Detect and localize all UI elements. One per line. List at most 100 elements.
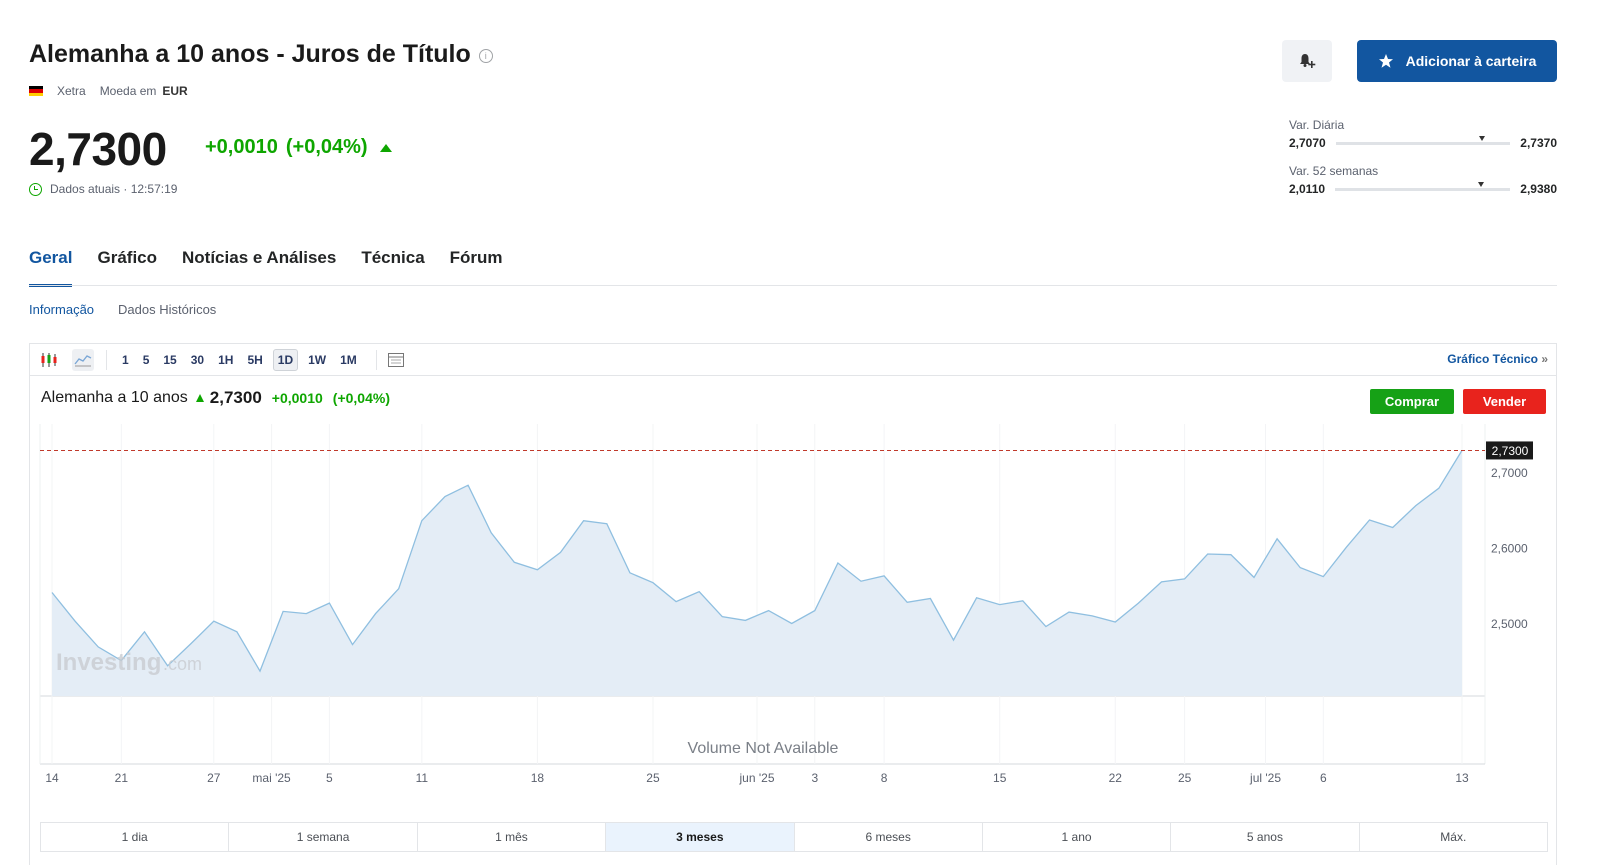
table-view-icon[interactable] — [385, 349, 407, 371]
up-arrow-icon — [379, 143, 392, 152]
interval-1h[interactable]: 1H — [218, 352, 234, 367]
technical-chart-link[interactable]: Gráfico Técnico » — [1447, 352, 1548, 366]
add-to-portfolio-label: Adicionar à carteira — [1405, 53, 1537, 69]
y-tick-label: 2,7000 — [1491, 466, 1528, 480]
interval-15[interactable]: 15 — [163, 352, 177, 367]
daily-range-track — [1335, 135, 1511, 145]
candlestick-icon[interactable] — [38, 349, 60, 371]
currency-prefix: Moeda em — [99, 84, 157, 98]
week52-range-marker — [1477, 181, 1484, 187]
clock-icon — [29, 182, 42, 196]
price-line — [51, 450, 1463, 673]
x-tick-label: 27 — [207, 771, 221, 785]
tab-forum[interactable]: Fórum — [449, 248, 503, 267]
x-tick-label: jul '25 — [1249, 771, 1281, 785]
interval-1[interactable]: 1 — [122, 352, 129, 367]
x-tick-label: 14 — [45, 771, 59, 785]
tab-grafico[interactable]: Gráfico — [97, 248, 158, 267]
interval-1w[interactable]: 1W — [308, 352, 327, 367]
add-to-portfolio-button[interactable]: Adicionar à carteira — [1357, 40, 1557, 82]
double-chevron-right-icon: » — [1541, 352, 1548, 366]
period-5-anos[interactable]: 5 anos — [1171, 823, 1360, 851]
x-tick-label: jun '25 — [739, 771, 775, 785]
x-tick-label: 8 — [881, 771, 888, 785]
week52-range: Var. 52 semanas 2,0110 2,9380 — [1289, 164, 1557, 196]
tab-tecnica[interactable]: Técnica — [361, 248, 425, 267]
week52-range-low: 2,0110 — [1289, 182, 1326, 196]
sell-button[interactable]: Vender — [1463, 389, 1546, 414]
daily-range: Var. Diária 2,7070 2,7370 — [1289, 118, 1557, 150]
subtab-dados-historicos[interactable]: Dados Históricos — [118, 302, 217, 317]
period-1-ano[interactable]: 1 ano — [983, 823, 1172, 851]
technical-chart-label: Gráfico Técnico — [1447, 352, 1538, 366]
x-tick-label: 13 — [1455, 771, 1469, 785]
y-tick-label: 2,5000 — [1491, 617, 1528, 631]
bell-plus-icon — [1300, 54, 1316, 68]
period-1-mes[interactable]: 1 mês — [418, 823, 607, 851]
exchange-name: Xetra — [57, 84, 86, 98]
investing-watermark: Investing — [56, 649, 161, 676]
chart-change-percent: (+0,04%) — [332, 390, 390, 406]
x-tick-label: 15 — [993, 771, 1007, 785]
investing-watermark-suffix: .com — [163, 654, 202, 674]
interval-5[interactable]: 5 — [142, 352, 150, 367]
toolbar-divider — [375, 349, 377, 370]
x-tick-label: 11 — [416, 771, 429, 785]
main-tabs: Geral Gráfico Notícias e Análises Técnic… — [29, 248, 503, 287]
interval-5h[interactable]: 5H — [247, 352, 263, 367]
up-arrow-icon — [195, 394, 204, 402]
info-icon[interactable]: i — [478, 49, 493, 63]
week52-range-track — [1335, 181, 1511, 191]
last-price: 2,7300 — [29, 123, 167, 175]
price-area — [52, 450, 1462, 696]
interval-1m[interactable]: 1M — [340, 352, 357, 367]
interval-30[interactable]: 30 — [190, 352, 205, 367]
daily-range-low: 2,7070 — [1289, 136, 1326, 150]
chart-toolbar: 1 5 15 30 1H 5H 1D 1W 1M Gráfico Técnico… — [30, 344, 1556, 376]
week52-range-label: Var. 52 semanas — [1289, 164, 1379, 178]
last-price-tag: 2,7300 — [1492, 444, 1529, 458]
tab-geral[interactable]: Geral — [29, 248, 73, 287]
chart-change: +0,0010 — [271, 390, 323, 406]
price-change: +0,0010 (+0,04%) — [205, 136, 392, 159]
period-6-meses[interactable]: 6 meses — [795, 823, 983, 851]
price-chart[interactable]: Investing .com 2,7300 2,7000 2,6000 2,5000 14 2… — [30, 344, 1556, 814]
period-1-semana[interactable]: 1 semana — [229, 823, 418, 851]
x-tick-label: mai '25 — [252, 771, 291, 785]
toolbar-divider — [106, 349, 107, 370]
x-tick-label: 25 — [646, 771, 660, 785]
germany-flag-icon — [29, 86, 43, 96]
tab-noticias[interactable]: Notícias e Análises — [182, 248, 337, 267]
period-selector: 1 dia 1 semana 1 mês 3 meses 6 meses 1 a… — [40, 822, 1548, 852]
last-price-tag-bg — [1486, 441, 1533, 460]
y-tick-label: 2,6000 — [1491, 542, 1528, 556]
change-percent: (+0,04%) — [285, 136, 368, 158]
star-icon — [1378, 54, 1393, 68]
x-tick-label: 3 — [811, 771, 818, 785]
area-chart-icon[interactable] — [72, 348, 94, 371]
change-value: +0,0010 — [205, 136, 278, 158]
tabs-divider — [29, 285, 1557, 286]
volume-not-available: Volume Not Available — [688, 740, 839, 757]
x-tick-label: 25 — [1178, 771, 1192, 785]
chart-instrument-name: Alemanha a 10 anos — [41, 389, 188, 406]
chart-quote-line: Alemanha a 10 anos 2,7300 +0,0010 (+0,04… — [41, 388, 390, 408]
page-title: Alemanha a 10 anos - Juros de Título — [29, 40, 471, 68]
subtab-informacao[interactable]: Informação — [29, 302, 95, 317]
daily-range-marker — [1479, 135, 1486, 141]
update-time: Dados atuais · 12:57:19 — [50, 182, 178, 196]
chart-widget: 1 5 15 30 1H 5H 1D 1W 1M Gráfico Técnico… — [29, 343, 1557, 865]
buy-button[interactable]: Comprar — [1370, 389, 1454, 414]
period-max[interactable]: Máx. — [1440, 830, 1467, 844]
x-tick-label: 6 — [1320, 771, 1327, 785]
period-1-dia[interactable]: 1 dia — [41, 823, 230, 851]
daily-range-high: 2,7370 — [1520, 136, 1557, 150]
x-tick-label: 21 — [115, 771, 129, 785]
x-tick-label: 22 — [1109, 771, 1123, 785]
x-tick-label: 18 — [531, 771, 545, 785]
chart-price: 2,7300 — [209, 388, 262, 407]
period-3-meses[interactable]: 3 meses — [606, 823, 795, 851]
x-tick-label: 5 — [326, 771, 333, 785]
price-alert-button[interactable] — [1282, 40, 1332, 82]
interval-1d[interactable]: 1D — [272, 348, 299, 371]
